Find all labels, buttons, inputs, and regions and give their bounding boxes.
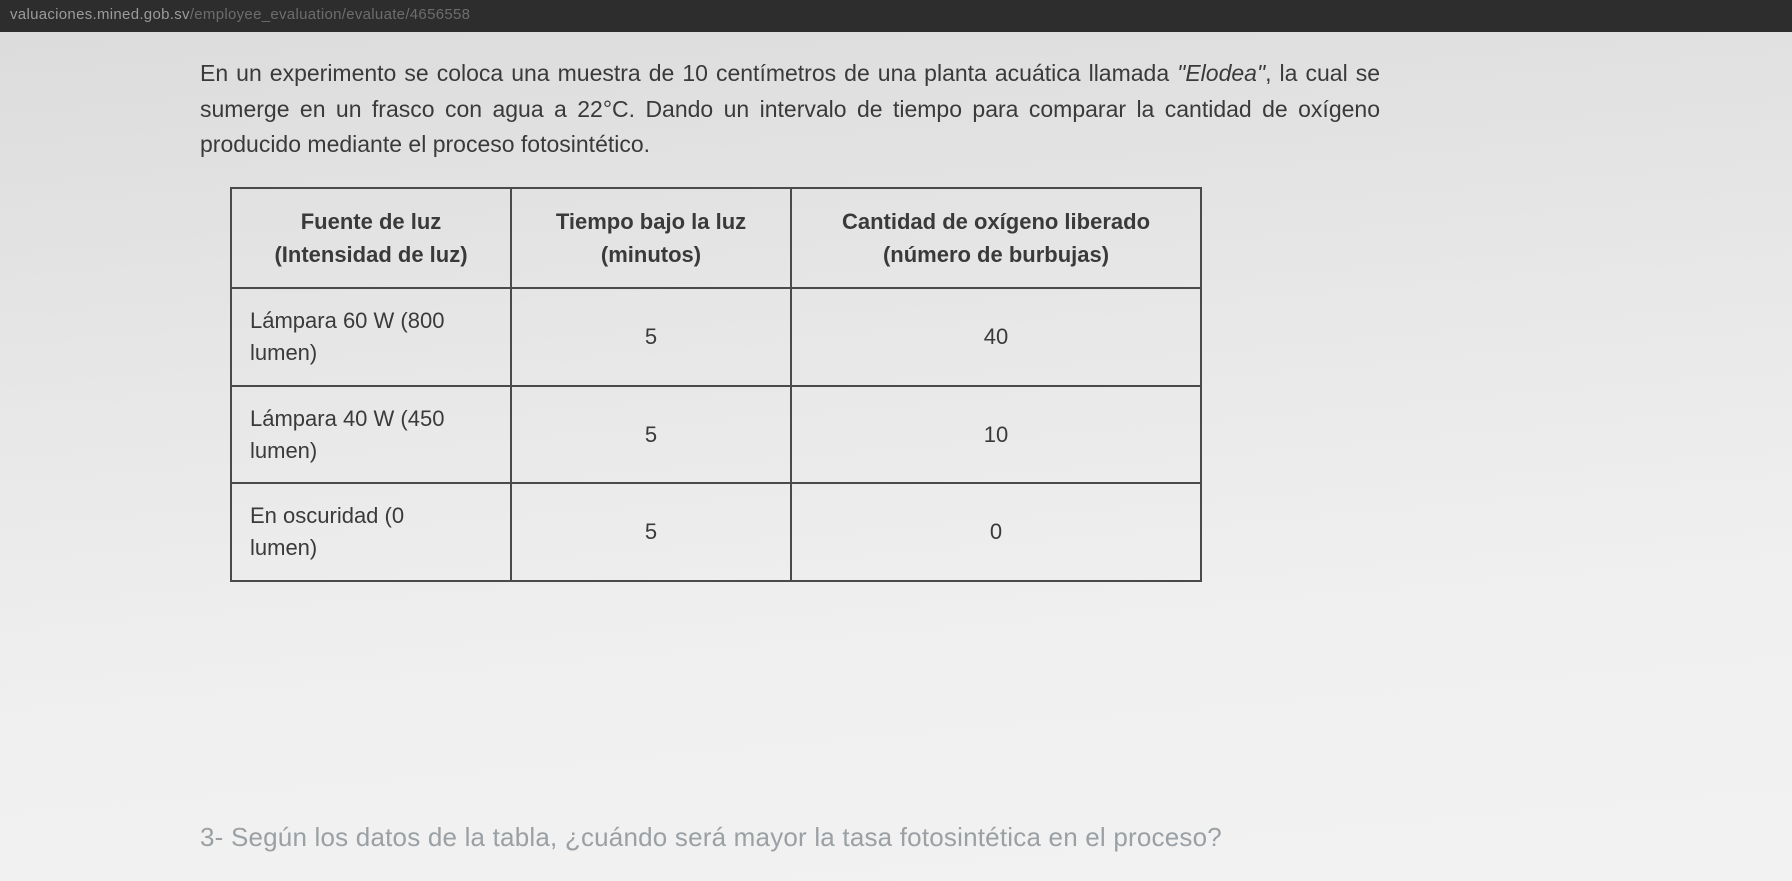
cell-oxygen: 0 (791, 483, 1201, 581)
cell-text: lumen) (250, 535, 317, 560)
cell-text: Lámpara 60 W (800 (250, 308, 444, 333)
url-path: /employee_evaluation/evaluate/4656558 (190, 6, 470, 23)
url-host: valuaciones.mined.gob.sv (10, 6, 190, 23)
question-text: 3- Según los datos de la tabla, ¿cuándo … (200, 822, 1222, 853)
header-light-source: Fuente de luz (Intensidad de luz) (231, 188, 511, 288)
paragraph-italic-term: "Elodea" (1177, 60, 1265, 86)
experiment-paragraph: En un experimento se coloca una muestra … (200, 56, 1380, 163)
header-text: Tiempo bajo la luz (556, 209, 746, 234)
header-subtext: (Intensidad de luz) (274, 242, 467, 267)
header-subtext: (número de burbujas) (883, 242, 1109, 267)
table-row: En oscuridad (0 lumen) 5 0 (231, 483, 1201, 581)
cell-text: Lámpara 40 W (450 (250, 406, 444, 431)
cell-oxygen: 40 (791, 288, 1201, 386)
header-subtext: (minutos) (601, 242, 701, 267)
cell-time: 5 (511, 386, 791, 484)
header-time: Tiempo bajo la luz (minutos) (511, 188, 791, 288)
cell-text: En oscuridad (0 (250, 503, 404, 528)
paragraph-text-pre: En un experimento se coloca una muestra … (200, 60, 1177, 86)
cell-light-source: En oscuridad (0 lumen) (231, 483, 511, 581)
experiment-data-table: Fuente de luz (Intensidad de luz) Tiempo… (230, 187, 1202, 582)
cell-light-source: Lámpara 40 W (450 lumen) (231, 386, 511, 484)
cell-time: 5 (511, 288, 791, 386)
header-oxygen: Cantidad de oxígeno liberado (número de … (791, 188, 1201, 288)
header-text: Fuente de luz (301, 209, 442, 234)
cell-light-source: Lámpara 60 W (800 lumen) (231, 288, 511, 386)
document-page: En un experimento se coloca una muestra … (0, 32, 1792, 881)
cell-time: 5 (511, 483, 791, 581)
cell-oxygen: 10 (791, 386, 1201, 484)
cell-text: lumen) (250, 438, 317, 463)
header-text: Cantidad de oxígeno liberado (842, 209, 1150, 234)
table-row: Lámpara 60 W (800 lumen) 5 40 (231, 288, 1201, 386)
cell-text: lumen) (250, 340, 317, 365)
table-row: Lámpara 40 W (450 lumen) 5 10 (231, 386, 1201, 484)
browser-url-bar: valuaciones.mined.gob.sv/employee_evalua… (0, 0, 1792, 32)
table-header-row: Fuente de luz (Intensidad de luz) Tiempo… (231, 188, 1201, 288)
